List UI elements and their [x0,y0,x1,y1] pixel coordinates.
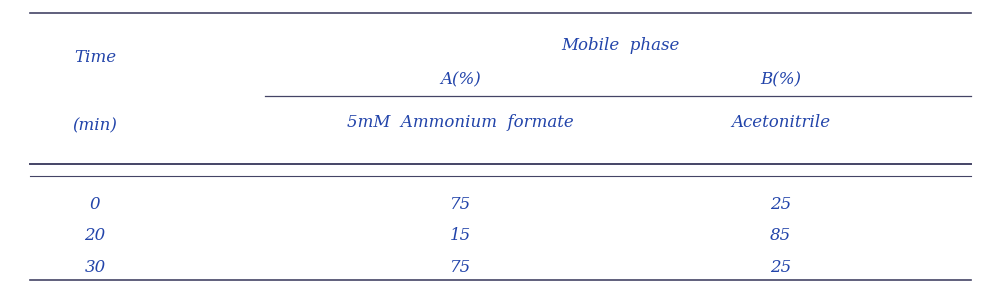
Text: A(%): A(%) [440,72,480,89]
Text: 85: 85 [770,227,792,245]
Text: 30: 30 [84,259,106,276]
Text: 25: 25 [770,259,792,276]
Text: 15: 15 [449,227,471,245]
Text: 25: 25 [770,196,792,213]
Text: 75: 75 [449,196,471,213]
Text: B(%): B(%) [761,72,801,89]
Text: 0: 0 [90,196,100,213]
Text: 20: 20 [84,227,106,245]
Text: Time: Time [74,49,116,66]
Text: 5mM  Ammonium  formate: 5mM Ammonium formate [347,114,574,132]
Text: (min): (min) [73,117,117,134]
Text: Mobile  phase: Mobile phase [562,37,680,54]
Text: 75: 75 [449,259,471,276]
Text: Acetonitrile: Acetonitrile [731,114,831,132]
